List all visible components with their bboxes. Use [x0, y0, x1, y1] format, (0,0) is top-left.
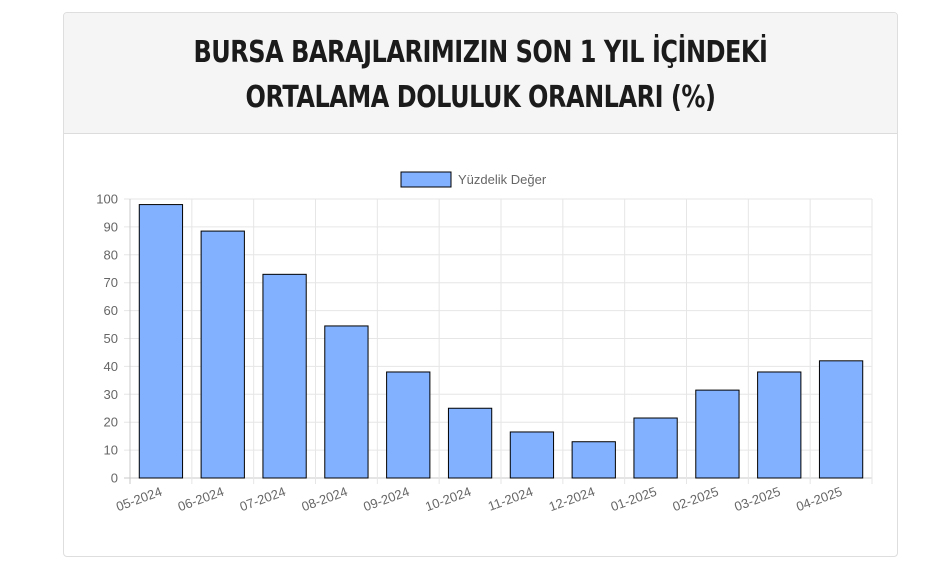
x-tick-label: 02-2025	[670, 484, 720, 514]
x-tick-label: 12-2024	[547, 484, 597, 514]
bar[interactable]	[695, 389, 740, 479]
bar[interactable]	[262, 273, 307, 479]
bar[interactable]	[324, 325, 369, 479]
x-tick-label: 08-2024	[299, 484, 349, 514]
y-tick-label: 100	[96, 192, 118, 207]
y-tick-label: 80	[104, 247, 118, 262]
legend-label: Yüzdelik Değer	[458, 172, 547, 187]
bar[interactable]	[138, 204, 184, 479]
y-tick-label: 50	[104, 331, 118, 346]
legend-swatch	[400, 171, 452, 188]
x-tick-label: 09-2024	[361, 484, 411, 514]
card-header: BURSA BARAJLARIMIZIN SON 1 YIL İÇİNDEKİ …	[64, 13, 897, 134]
y-tick-label: 90	[104, 219, 118, 234]
bar[interactable]	[447, 407, 493, 479]
y-tick-label: 10	[104, 443, 118, 458]
grid-lines	[124, 198, 873, 484]
x-tick-label: 04-2025	[794, 484, 844, 514]
bar[interactable]	[200, 230, 245, 479]
bars	[138, 204, 864, 479]
x-tick-label: 05-2024	[114, 484, 164, 514]
x-tick-label: 06-2024	[176, 484, 226, 514]
x-axis: 05-2024 06-2024 07-2024 08-2024 09-2024 10-20…	[114, 484, 844, 514]
bar[interactable]	[571, 441, 616, 479]
y-axis: 0 10 20 30 40 50 60 70 80 90 100	[96, 192, 118, 486]
x-tick-label: 01-2025	[609, 484, 659, 514]
bar[interactable]	[509, 431, 555, 479]
y-tick-label: 60	[104, 303, 118, 318]
y-tick-label: 20	[104, 415, 118, 430]
x-tick-label: 03-2025	[732, 484, 782, 514]
y-tick-label: 0	[111, 471, 118, 486]
x-tick-label: 11-2024	[486, 484, 535, 514]
y-tick-label: 40	[104, 359, 118, 374]
legend[interactable]: Yüzdelik Değer	[400, 171, 547, 188]
page-title: BURSA BARAJLARIMIZIN SON 1 YIL İÇİNDEKİ …	[193, 35, 768, 115]
bar[interactable]	[757, 371, 802, 479]
bar[interactable]	[633, 417, 678, 479]
x-tick-label: 10-2024	[423, 484, 473, 514]
y-tick-label: 30	[104, 387, 118, 402]
y-tick-label: 70	[104, 275, 118, 290]
bar[interactable]	[818, 360, 864, 479]
bar[interactable]	[386, 371, 431, 479]
x-tick-label: 07-2024	[238, 484, 288, 514]
